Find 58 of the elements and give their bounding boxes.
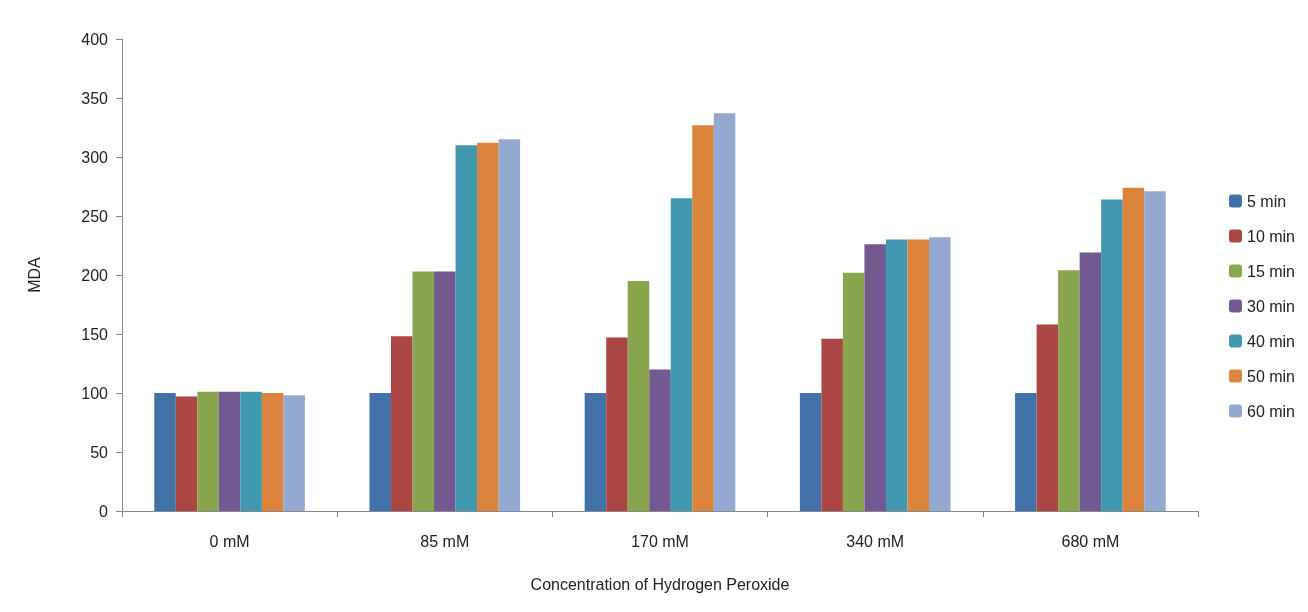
- bar: [929, 237, 951, 511]
- x-tick-label: 340 mM: [846, 532, 905, 550]
- y-tick-label: 50: [90, 443, 109, 461]
- y-tick-label: 0: [99, 502, 109, 520]
- bar: [412, 271, 435, 511]
- bar: [606, 337, 628, 511]
- bar: [1101, 199, 1123, 511]
- bar: [1122, 187, 1145, 511]
- bar: [885, 239, 908, 511]
- bar: [627, 280, 650, 511]
- legend-label: 5 min: [1246, 192, 1287, 210]
- bar: [1015, 393, 1037, 511]
- y-tick-label: 150: [81, 325, 109, 343]
- y-axis-title: MDA: [25, 256, 43, 293]
- y-tick-label: 100: [81, 384, 109, 402]
- y-tick-label: 300: [81, 148, 109, 166]
- bar: [218, 391, 241, 511]
- legend-label: 40 min: [1246, 332, 1296, 350]
- bar: [821, 338, 843, 511]
- y-tick-label: 400: [81, 30, 109, 48]
- bar: [713, 113, 736, 511]
- bar: [283, 395, 305, 511]
- bar: [455, 145, 478, 511]
- bar: [692, 125, 714, 511]
- x-axis-title: Concentration of Hydrogen Peroxide: [530, 575, 790, 593]
- bar: [391, 336, 413, 511]
- bar: [261, 393, 284, 511]
- bar: [175, 396, 198, 511]
- bar: [1036, 324, 1059, 511]
- bar: [1058, 270, 1080, 511]
- bar: [240, 391, 262, 511]
- y-tick-label: 200: [81, 266, 109, 284]
- x-tick-label: 0 mM: [209, 532, 250, 550]
- bar: [649, 369, 671, 511]
- bar: [864, 244, 886, 511]
- legend-label: 10 min: [1246, 227, 1296, 245]
- y-tick-label: 350: [81, 89, 109, 107]
- bar: [197, 391, 219, 511]
- bar: [584, 393, 607, 511]
- legend-label: 15 min: [1246, 262, 1296, 280]
- bar: [498, 139, 521, 511]
- x-tick-label: 170 mM: [631, 532, 689, 550]
- x-tick-label: 680 mM: [1061, 532, 1120, 550]
- bar: [907, 239, 929, 511]
- legend-label: 50 min: [1246, 367, 1296, 385]
- bar: [1079, 252, 1102, 511]
- bar: [1144, 191, 1166, 511]
- legend-label: 30 min: [1246, 297, 1296, 315]
- bar: [670, 198, 693, 511]
- bar: [369, 393, 391, 511]
- legend-label: 60 min: [1246, 402, 1296, 420]
- bar: [799, 393, 822, 511]
- x-tick-label: 85 mM: [420, 532, 470, 550]
- bar: [477, 142, 499, 511]
- y-tick-label: 250: [81, 207, 109, 225]
- bar: [154, 393, 176, 511]
- bar: [434, 271, 456, 511]
- bar: [842, 272, 865, 511]
